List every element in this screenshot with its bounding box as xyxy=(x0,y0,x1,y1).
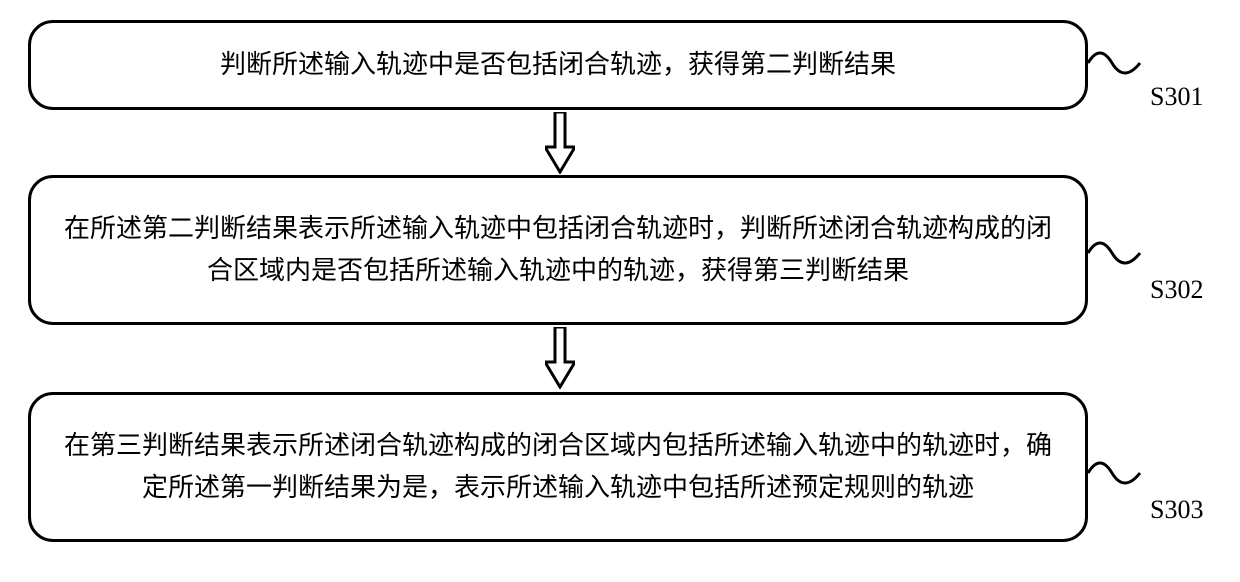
flow-step-s303-text: 在第三判断结果表示所述闭合轨迹构成的闭合区域内包括所述输入轨迹中的轨迹时，确定所… xyxy=(61,425,1055,508)
flow-step-s301-text: 判断所述输入轨迹中是否包括闭合轨迹，获得第二判断结果 xyxy=(220,44,896,86)
step-label-s301: S301 xyxy=(1150,82,1203,112)
flowchart-canvas: 判断所述输入轨迹中是否包括闭合轨迹，获得第二判断结果 S301 在所述第二判断结… xyxy=(0,0,1240,582)
step-label-s302: S302 xyxy=(1150,275,1203,305)
arrow-s302-s303 xyxy=(545,327,575,389)
squiggle-connector-s302 xyxy=(1088,235,1148,275)
arrow-s301-s302 xyxy=(545,112,575,174)
squiggle-connector-s301 xyxy=(1088,45,1148,85)
flow-step-s303: 在第三判断结果表示所述闭合轨迹构成的闭合区域内包括所述输入轨迹中的轨迹时，确定所… xyxy=(28,392,1088,542)
step-label-s303: S303 xyxy=(1150,495,1203,525)
squiggle-connector-s303 xyxy=(1088,455,1148,495)
flow-step-s302-text: 在所述第二判断结果表示所述输入轨迹中包括闭合轨迹时，判断所述闭合轨迹构成的闭合区… xyxy=(61,208,1055,291)
flow-step-s302: 在所述第二判断结果表示所述输入轨迹中包括闭合轨迹时，判断所述闭合轨迹构成的闭合区… xyxy=(28,175,1088,325)
flow-step-s301: 判断所述输入轨迹中是否包括闭合轨迹，获得第二判断结果 xyxy=(28,20,1088,110)
